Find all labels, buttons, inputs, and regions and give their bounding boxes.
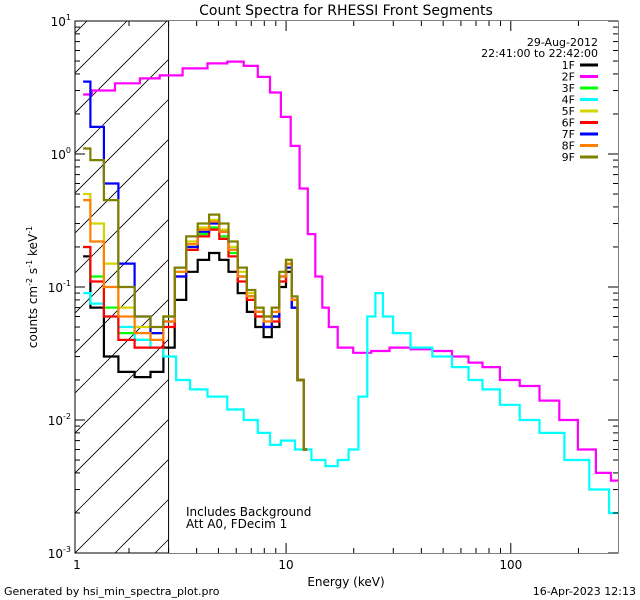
chart-title: Count Spectra for RHESSI Front Segments xyxy=(199,3,493,19)
y-tick-exponent: -2 xyxy=(63,412,71,421)
y-label-exp-3: -1 xyxy=(25,226,34,234)
y-tick-exponent: -3 xyxy=(63,545,71,554)
y-tick-base: 10 xyxy=(48,281,63,295)
y-axis-label: counts cm-2 s-1 keV-1 xyxy=(25,226,40,348)
hatch-line xyxy=(75,21,208,154)
y-tick-label: 10-1 xyxy=(48,279,71,295)
y-tick-base: 10 xyxy=(48,414,63,428)
legend-label-3F: 3F xyxy=(562,82,575,95)
note-line-1: Includes Background xyxy=(186,505,311,519)
y-tick-base: 10 xyxy=(48,547,63,561)
y-tick-exponent: 1 xyxy=(66,13,71,22)
hatch-line xyxy=(75,21,88,34)
hatched-region xyxy=(0,21,640,553)
legend-label-9F: 9F xyxy=(562,151,575,164)
timestamp-footer: 16-Apr-2023 12:13 xyxy=(533,585,636,598)
hatch-mask xyxy=(168,21,618,553)
x-tick-label: 1 xyxy=(73,558,81,572)
legend-label-7F: 7F xyxy=(562,128,575,141)
series-layer xyxy=(83,60,618,515)
x-axis-label: Energy (keV) xyxy=(307,575,384,589)
y-label-part-2: s xyxy=(26,268,40,278)
y-label-part-1: counts cm xyxy=(26,286,40,348)
y-label-exp-2: -1 xyxy=(25,260,34,268)
y-label-part-3: keV xyxy=(26,233,40,260)
series-line-9F xyxy=(83,147,308,451)
y-tick-label: 100 xyxy=(51,146,71,162)
hatch-line xyxy=(75,21,168,114)
y-tick-label: 10-3 xyxy=(48,545,71,561)
y-tick-exponent: 0 xyxy=(66,146,71,155)
hatch-line xyxy=(75,21,248,194)
series-line-4F xyxy=(83,292,618,515)
x-tick-label: 100 xyxy=(499,558,522,572)
time-range-label: 22:41:00 to 22:42:00 xyxy=(481,47,598,60)
legend-label-4F: 4F xyxy=(562,94,575,107)
series-line-2F xyxy=(83,60,618,482)
legend-label-8F: 8F xyxy=(562,140,575,153)
y-label-exp-1: -2 xyxy=(25,278,34,286)
y-tick-base: 10 xyxy=(51,15,66,29)
hatch-line xyxy=(635,21,640,553)
y-tick-base: 10 xyxy=(51,148,66,162)
y-tick-label: 101 xyxy=(51,13,71,29)
note-line-2: Att A0, FDecim 1 xyxy=(186,517,287,531)
legend-label-5F: 5F xyxy=(562,105,575,118)
date-label: 29-Aug-2012 xyxy=(527,36,598,49)
y-tick-exponent: -1 xyxy=(63,279,71,288)
legend-label-2F: 2F xyxy=(562,71,575,84)
hatch-line xyxy=(0,21,7,553)
generated-by-footer: Generated by hsi_min_spectra_plot.pro xyxy=(4,585,220,598)
legend-label-1F: 1F xyxy=(562,59,575,72)
legend-label-6F: 6F xyxy=(562,117,575,130)
y-tick-label: 10-2 xyxy=(48,412,71,428)
x-tick-label: 10 xyxy=(278,558,293,572)
